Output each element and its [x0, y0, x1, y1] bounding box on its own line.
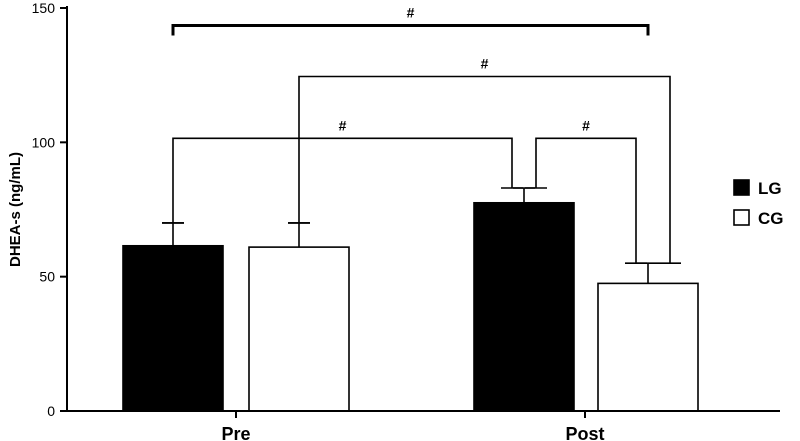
axis-layer: 0 50 100 150 Pre Post DHEA-s (ng/mL) — [7, 0, 780, 441]
legend-label-lg: LG — [758, 179, 782, 198]
error-bars-layer — [162, 187, 659, 284]
legend-swatch-lg — [733, 179, 750, 196]
legend: LG CG — [733, 179, 784, 228]
significance-label-2: # — [481, 56, 489, 72]
y-tick-label-150: 150 — [32, 0, 56, 16]
bar-pre-cg — [248, 246, 350, 412]
significance-bracket-3 — [172, 137, 513, 223]
significance-bracket-2 — [298, 75, 671, 264]
legend-label-cg: CG — [758, 209, 784, 228]
y-tick-label-50: 50 — [39, 269, 55, 285]
significance-label-1: # — [407, 4, 415, 20]
significance-label-3: # — [339, 117, 347, 133]
significance-bracket-1 — [171, 23, 650, 36]
bar-post-cg — [597, 282, 699, 412]
bar-post-lg — [473, 201, 575, 412]
legend-swatch-cg — [733, 209, 750, 226]
bars-layer — [122, 201, 699, 412]
significance-bracket-4 — [535, 137, 637, 264]
significance-brackets-layer: # # # # — [162, 4, 681, 265]
significance-label-4: # — [582, 117, 590, 133]
y-axis-title: DHEA-s (ng/mL) — [7, 152, 24, 267]
y-tick-label-0: 0 — [47, 403, 55, 419]
bar-pre-lg — [122, 244, 224, 412]
y-tick-label-100: 100 — [32, 134, 56, 150]
x-tick-label-pre: Pre — [221, 424, 250, 441]
x-tick-label-post: Post — [565, 424, 604, 441]
